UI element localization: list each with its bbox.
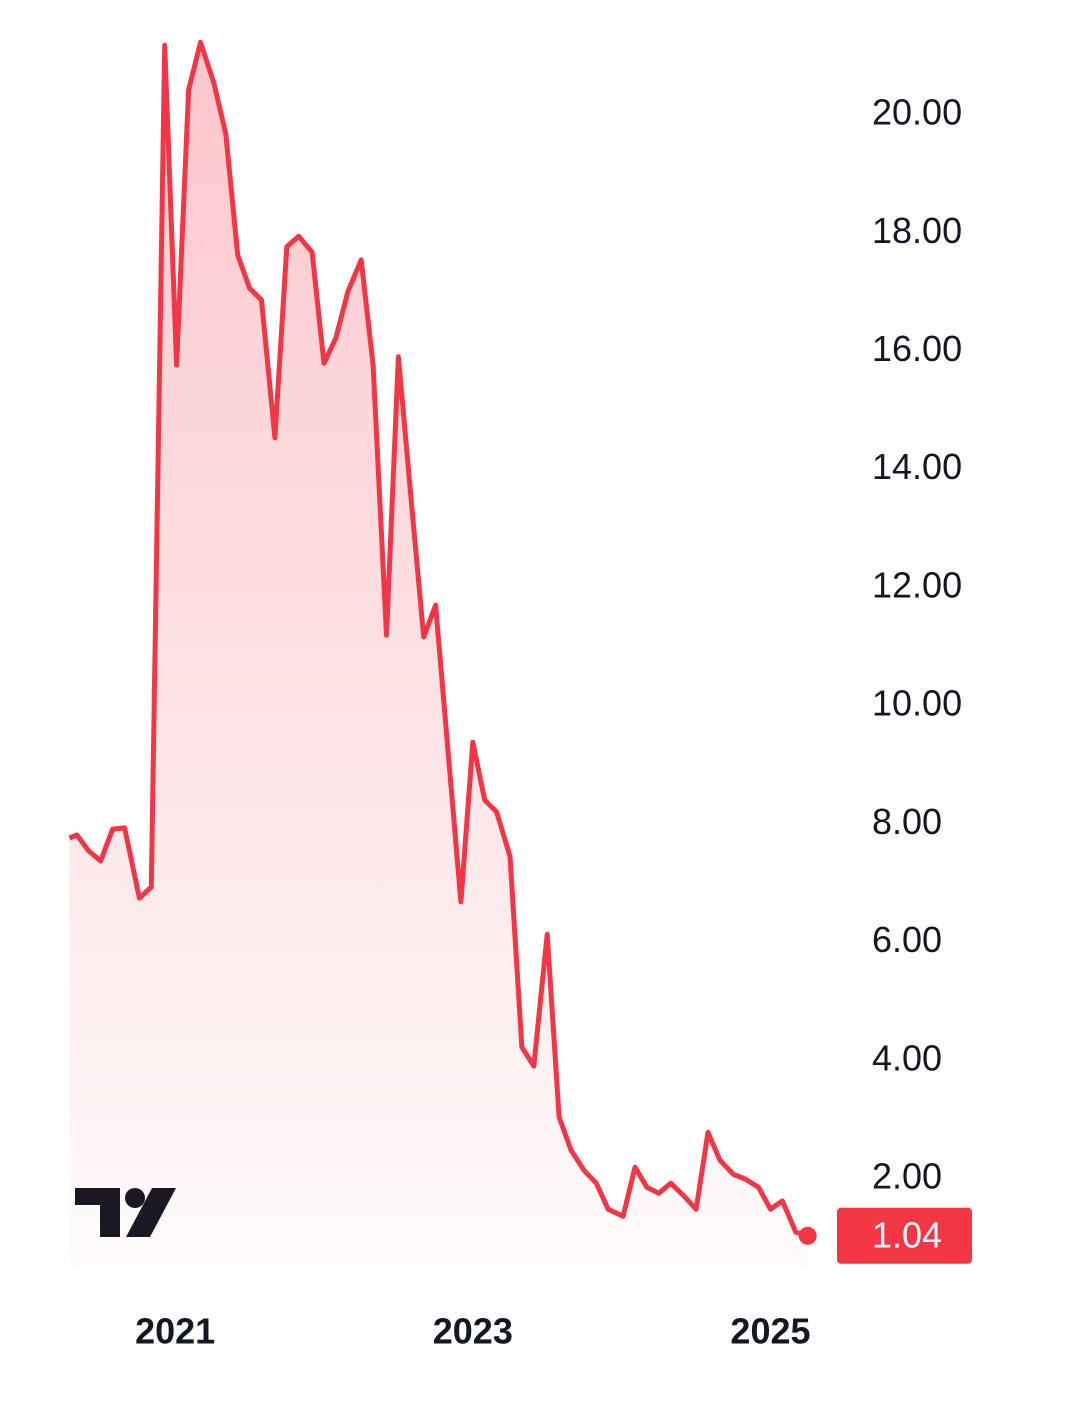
y-tick-label: 14.00 <box>872 446 962 487</box>
price-label: 1.04 <box>872 1214 942 1255</box>
y-tick-label: 2.00 <box>872 1156 942 1197</box>
x-tick-label: 2023 <box>433 1311 513 1352</box>
y-tick-label: 12.00 <box>872 564 962 605</box>
y-tick-label: 20.00 <box>872 92 962 133</box>
x-tick-label: 2021 <box>135 1311 215 1352</box>
price-label-bg <box>837 1207 972 1264</box>
x-tick-label: 2025 <box>730 1311 810 1352</box>
y-tick-label: 18.00 <box>872 210 962 251</box>
y-tick-label: 16.00 <box>872 328 962 369</box>
line <box>68 39 809 1239</box>
y-tick-label: 10.00 <box>872 683 962 724</box>
y-tick-label: 4.00 <box>872 1037 942 1078</box>
y-tick-label: 6.00 <box>872 919 942 960</box>
y-tick-label: 8.00 <box>872 801 942 842</box>
last-point <box>798 1226 817 1245</box>
